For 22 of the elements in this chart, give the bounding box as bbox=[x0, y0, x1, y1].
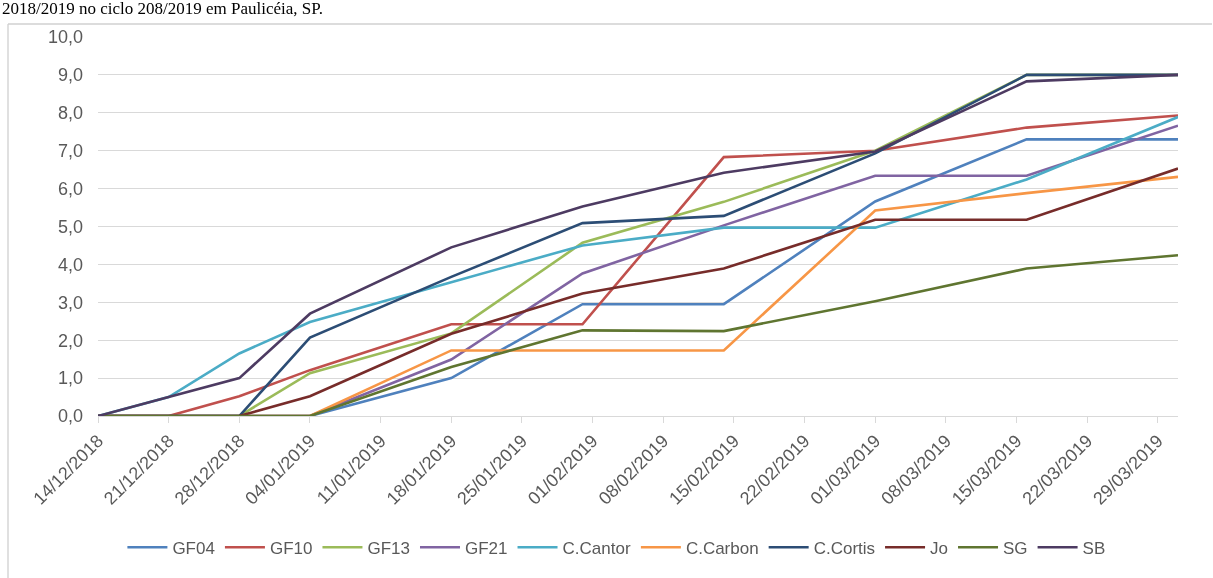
legend-label: SB bbox=[1082, 538, 1106, 558]
y-tick-label: 9,0 bbox=[57, 65, 83, 86]
legend-label: C.Cantor bbox=[562, 538, 631, 558]
legend-label: GF04 bbox=[172, 538, 215, 558]
legend-label: Jo bbox=[930, 538, 949, 558]
y-tick-label: 6,0 bbox=[57, 178, 83, 199]
y-tick-label: 3,0 bbox=[57, 292, 83, 313]
legend-label: GF10 bbox=[269, 538, 313, 558]
y-tick-label: 4,0 bbox=[57, 254, 83, 275]
y-tick-label: 7,0 bbox=[57, 141, 83, 161]
y-tick-label: 0,0 bbox=[57, 406, 83, 427]
legend-label: SG bbox=[1003, 538, 1028, 558]
chart-title: 2018/2019 no ciclo 208/2019 em Paulicéia, SP. bbox=[2, 0, 324, 18]
y-tick-label: 5,0 bbox=[57, 216, 83, 237]
legend-label: GF13 bbox=[367, 538, 410, 558]
legend-label: GF21 bbox=[464, 538, 508, 558]
y-tick-label: 1,0 bbox=[57, 368, 83, 389]
y-tick-label: 8,0 bbox=[57, 103, 83, 124]
legend-label: C.Carbon bbox=[685, 538, 759, 558]
y-tick-label: 2,0 bbox=[57, 330, 83, 351]
legend-label: C.Cortis bbox=[813, 538, 876, 558]
y-tick-label: 10,0 bbox=[47, 27, 83, 48]
